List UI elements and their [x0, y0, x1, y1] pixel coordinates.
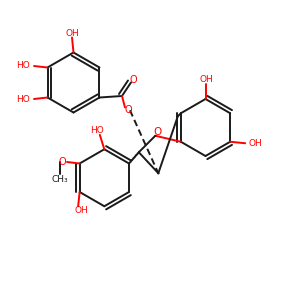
Text: O: O	[153, 127, 161, 137]
Text: HO: HO	[90, 126, 104, 135]
Text: O: O	[125, 105, 132, 115]
Text: OH: OH	[249, 139, 262, 148]
Text: OH: OH	[199, 75, 213, 84]
Text: CH₃: CH₃	[52, 175, 68, 184]
Text: HO: HO	[16, 61, 30, 70]
Text: HO: HO	[16, 94, 30, 103]
Text: OH: OH	[65, 28, 79, 38]
Text: O: O	[130, 75, 137, 85]
Text: OH: OH	[74, 206, 88, 215]
Text: O: O	[59, 157, 66, 167]
